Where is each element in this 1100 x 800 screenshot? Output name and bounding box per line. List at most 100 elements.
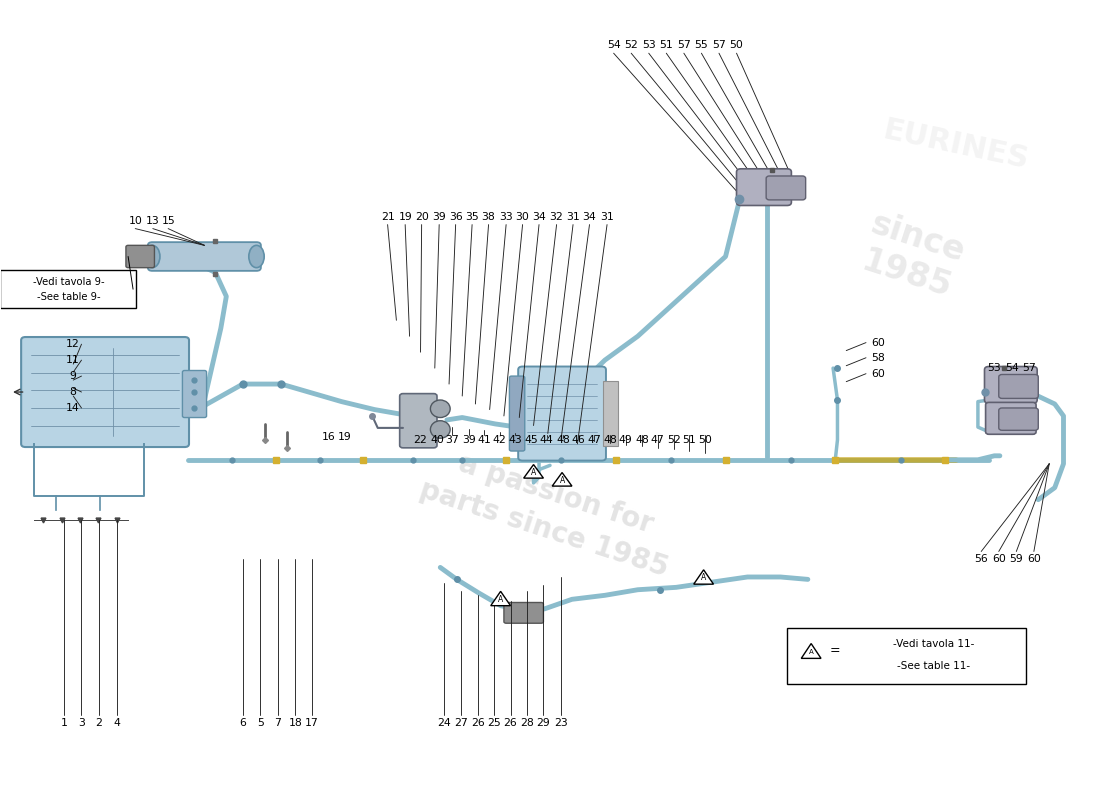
Text: 29: 29 <box>537 718 550 728</box>
Text: A: A <box>808 649 814 655</box>
Text: 55: 55 <box>694 40 708 50</box>
Text: 25: 25 <box>487 718 500 728</box>
Text: 30: 30 <box>516 212 529 222</box>
Text: 18: 18 <box>288 718 302 728</box>
Polygon shape <box>694 570 714 584</box>
Text: 53: 53 <box>988 363 1001 373</box>
Text: A: A <box>498 595 504 604</box>
Text: 26: 26 <box>504 718 517 728</box>
Text: 27: 27 <box>454 718 467 728</box>
Text: 5: 5 <box>257 718 264 728</box>
Text: 47: 47 <box>587 435 601 445</box>
Text: 28: 28 <box>520 718 534 728</box>
Text: 32: 32 <box>550 212 563 222</box>
Text: 52: 52 <box>625 40 638 50</box>
Text: 9: 9 <box>69 371 76 381</box>
FancyBboxPatch shape <box>183 370 207 418</box>
Text: A: A <box>531 468 536 477</box>
FancyBboxPatch shape <box>999 374 1038 398</box>
Text: 17: 17 <box>305 718 319 728</box>
Text: 8: 8 <box>69 387 76 397</box>
Text: 33: 33 <box>499 212 513 222</box>
Text: 22: 22 <box>414 435 428 445</box>
Text: 15: 15 <box>162 216 175 226</box>
FancyBboxPatch shape <box>986 402 1036 434</box>
Text: 19: 19 <box>398 212 412 222</box>
Text: 47: 47 <box>651 435 664 445</box>
Text: 58: 58 <box>871 353 886 362</box>
Text: 36: 36 <box>449 212 462 222</box>
Text: 50: 50 <box>697 435 712 445</box>
Polygon shape <box>552 473 572 486</box>
Text: 31: 31 <box>601 212 614 222</box>
Text: 34: 34 <box>583 212 596 222</box>
Text: 60: 60 <box>871 369 886 378</box>
Text: since
1985: since 1985 <box>855 207 969 306</box>
Text: 57: 57 <box>1023 363 1036 373</box>
Text: A: A <box>560 476 564 485</box>
Text: 48: 48 <box>604 435 617 445</box>
Text: 53: 53 <box>642 40 656 50</box>
Ellipse shape <box>144 246 159 268</box>
Text: 10: 10 <box>129 216 142 226</box>
Text: 60: 60 <box>1027 554 1041 565</box>
Polygon shape <box>801 643 821 658</box>
Text: 56: 56 <box>975 554 988 565</box>
Text: 42: 42 <box>493 435 506 445</box>
Text: A: A <box>701 574 706 582</box>
Text: 48: 48 <box>557 435 570 445</box>
Text: 37: 37 <box>446 435 459 445</box>
Text: 23: 23 <box>554 718 568 728</box>
Text: 26: 26 <box>471 718 484 728</box>
Text: 4: 4 <box>113 718 120 728</box>
Text: 46: 46 <box>572 435 585 445</box>
FancyBboxPatch shape <box>737 169 791 206</box>
Text: 59: 59 <box>1010 554 1023 565</box>
FancyBboxPatch shape <box>0 270 136 308</box>
Ellipse shape <box>430 400 450 418</box>
FancyBboxPatch shape <box>518 366 606 461</box>
Text: 57: 57 <box>676 40 691 50</box>
Text: 39: 39 <box>462 435 475 445</box>
Text: 13: 13 <box>146 216 160 226</box>
Text: 51: 51 <box>659 40 673 50</box>
FancyBboxPatch shape <box>125 246 154 268</box>
Text: 48: 48 <box>636 435 649 445</box>
FancyBboxPatch shape <box>767 176 805 200</box>
Text: 50: 50 <box>729 40 744 50</box>
FancyBboxPatch shape <box>504 602 543 623</box>
Text: 54: 54 <box>607 40 620 50</box>
Text: 57: 57 <box>712 40 726 50</box>
FancyBboxPatch shape <box>984 366 1037 403</box>
Text: 11: 11 <box>66 355 79 365</box>
FancyBboxPatch shape <box>786 628 1026 684</box>
Text: 44: 44 <box>540 435 553 445</box>
Text: 60: 60 <box>871 338 886 347</box>
Text: -Vedi tavola 11-: -Vedi tavola 11- <box>893 638 975 649</box>
Text: 41: 41 <box>477 435 491 445</box>
Text: 40: 40 <box>430 435 444 445</box>
Text: 35: 35 <box>465 212 478 222</box>
Text: 21: 21 <box>381 212 395 222</box>
Text: EURINES: EURINES <box>880 115 1032 174</box>
Ellipse shape <box>249 246 264 268</box>
Text: 20: 20 <box>415 212 429 222</box>
Ellipse shape <box>430 421 450 438</box>
Text: 24: 24 <box>437 718 450 728</box>
Text: 60: 60 <box>992 554 1005 565</box>
Text: 49: 49 <box>619 435 632 445</box>
Text: 6: 6 <box>240 718 246 728</box>
Text: 3: 3 <box>78 718 85 728</box>
FancyBboxPatch shape <box>21 337 189 447</box>
Text: =: = <box>830 645 840 658</box>
Text: -See table 11-: -See table 11- <box>898 661 970 670</box>
Text: 34: 34 <box>532 212 546 222</box>
Text: 51: 51 <box>682 435 696 445</box>
Text: 38: 38 <box>482 212 495 222</box>
Text: 45: 45 <box>525 435 538 445</box>
Polygon shape <box>491 591 510 606</box>
FancyBboxPatch shape <box>603 381 618 446</box>
FancyBboxPatch shape <box>509 376 525 451</box>
Text: 16: 16 <box>321 433 336 442</box>
Text: 43: 43 <box>508 435 521 445</box>
